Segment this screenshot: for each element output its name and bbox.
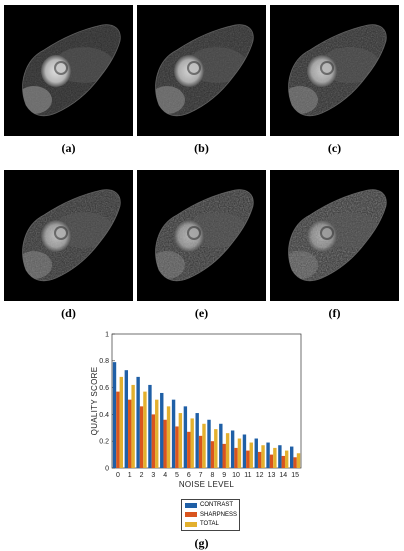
- chart-legend: CONTRAST SHARPNESS TOTAL: [181, 499, 240, 531]
- bar-sharpness-9: [222, 443, 226, 468]
- bar-contrast-0: [112, 362, 117, 468]
- bar-sharpness-14: [281, 455, 285, 468]
- bar-contrast-4: [160, 392, 164, 468]
- y-tick-label: 0.4: [99, 412, 109, 419]
- bar-contrast-3: [148, 384, 152, 468]
- bar-contrast-13: [266, 442, 270, 468]
- x-tick-label: 4: [163, 472, 167, 479]
- quality-score-chart: 00.20.40.60.810 1 2 3 4 5 6 7 8 9 10 11 12 13 14 15NOIS…: [90, 331, 302, 489]
- bar-total-1: [131, 384, 135, 468]
- bar-sharpness-1: [128, 399, 132, 468]
- caption-e: (e): [194, 306, 209, 320]
- bar-sharpness-15: [293, 457, 297, 468]
- y-tick-label: 0.6: [99, 385, 109, 392]
- legend-item-contrast: CONTRAST: [182, 501, 239, 510]
- legend-label-sharpness: SHARPNESS: [200, 511, 238, 518]
- legend-label-contrast: CONTRAST: [200, 502, 233, 508]
- mri-image-c: [270, 5, 399, 136]
- bar-total-5: [178, 413, 183, 468]
- y-axis-label: QUALITY SCORE: [90, 367, 99, 436]
- legend-swatch-total: [185, 521, 197, 527]
- y-tick-label: 1: [105, 331, 109, 338]
- x-tick-label: 6: [187, 472, 191, 479]
- bar-total-14: [284, 450, 289, 468]
- legend-swatch-sharpness: [185, 512, 197, 517]
- x-tick-label: 14: [279, 472, 287, 479]
- bar-sharpness-7: [198, 435, 203, 468]
- x-tick-label: 10: [232, 472, 240, 479]
- bar-total-2: [143, 391, 147, 468]
- plot-frame: [111, 333, 302, 469]
- x-tick-label: 12: [256, 472, 264, 479]
- bar-contrast-10: [230, 430, 235, 468]
- caption-f: (f): [328, 306, 341, 320]
- bar-sharpness-10: [234, 447, 238, 468]
- x-tick-label: 9: [222, 472, 226, 479]
- bar-total-7: [202, 423, 206, 468]
- bar-sharpness-4: [163, 419, 167, 468]
- x-tick-label: 11: [244, 472, 251, 479]
- y-tick-label: 0.8: [99, 358, 109, 365]
- bar-total-0: [119, 376, 124, 468]
- x-tick-label: 5: [175, 472, 179, 479]
- bar-total-15: [296, 453, 301, 468]
- bar-contrast-15: [289, 446, 294, 468]
- bar-contrast-5: [171, 399, 176, 468]
- bar-sharpness-3: [151, 414, 156, 468]
- x-tick-label: 7: [199, 472, 203, 479]
- caption-b: (b): [194, 141, 209, 155]
- caption-d: (d): [61, 306, 76, 320]
- y-tick-label: 0.2: [99, 439, 109, 446]
- caption-a: (a): [61, 141, 76, 155]
- legend-label-total: TOTAL: [200, 521, 219, 527]
- bar-contrast-8: [207, 419, 211, 468]
- bar-total-10: [237, 438, 242, 468]
- x-tick-label: 3: [151, 472, 155, 479]
- bar-total-4: [166, 406, 171, 468]
- bar-total-8: [214, 429, 218, 468]
- mri-image-b: [137, 5, 266, 136]
- x-tick-label: 15: [291, 472, 299, 479]
- bar-contrast-1: [124, 370, 129, 468]
- mri-image-a: [4, 5, 133, 136]
- mri-image-e: [137, 170, 266, 301]
- bar-total-3: [155, 399, 159, 468]
- bar-total-11: [249, 442, 253, 468]
- y-tick-label: 0: [105, 465, 109, 472]
- bar-sharpness-6: [187, 431, 191, 468]
- bar-contrast-11: [242, 434, 247, 468]
- x-tick-label: 0: [116, 472, 120, 479]
- bar-total-12: [261, 445, 265, 468]
- bar-sharpness-5: [175, 426, 179, 468]
- x-tick-label: 8: [210, 472, 214, 479]
- caption-c: (c): [327, 141, 342, 155]
- bar-contrast-12: [254, 438, 258, 468]
- x-tick-label: 1: [128, 472, 132, 479]
- mri-image-f: [270, 170, 399, 301]
- legend-item-sharpness: SHARPNESS: [182, 510, 239, 519]
- bar-total-9: [225, 433, 230, 468]
- mri-image-d: [4, 170, 133, 301]
- x-tick-label: 13: [268, 472, 276, 479]
- bar-contrast-9: [219, 423, 223, 468]
- bar-contrast-2: [136, 376, 140, 468]
- bar-total-13: [273, 447, 277, 468]
- bar-sharpness-0: [116, 391, 120, 468]
- x-tick-label: 2: [140, 472, 144, 479]
- legend-swatch-contrast: [185, 502, 197, 508]
- caption-g: (g): [194, 536, 209, 550]
- bar-contrast-7: [195, 413, 199, 468]
- x-axis-label: NOISE LEVEL: [179, 480, 235, 489]
- legend-item-total: TOTAL: [182, 520, 239, 529]
- bar-sharpness-2: [139, 406, 144, 468]
- bar-sharpness-12: [257, 451, 262, 468]
- bar-sharpness-11: [246, 450, 250, 468]
- bar-contrast-14: [278, 445, 282, 468]
- bar-sharpness-8: [210, 441, 215, 468]
- bar-sharpness-13: [269, 454, 274, 468]
- bar-total-6: [190, 418, 194, 468]
- bar-contrast-6: [183, 406, 188, 468]
